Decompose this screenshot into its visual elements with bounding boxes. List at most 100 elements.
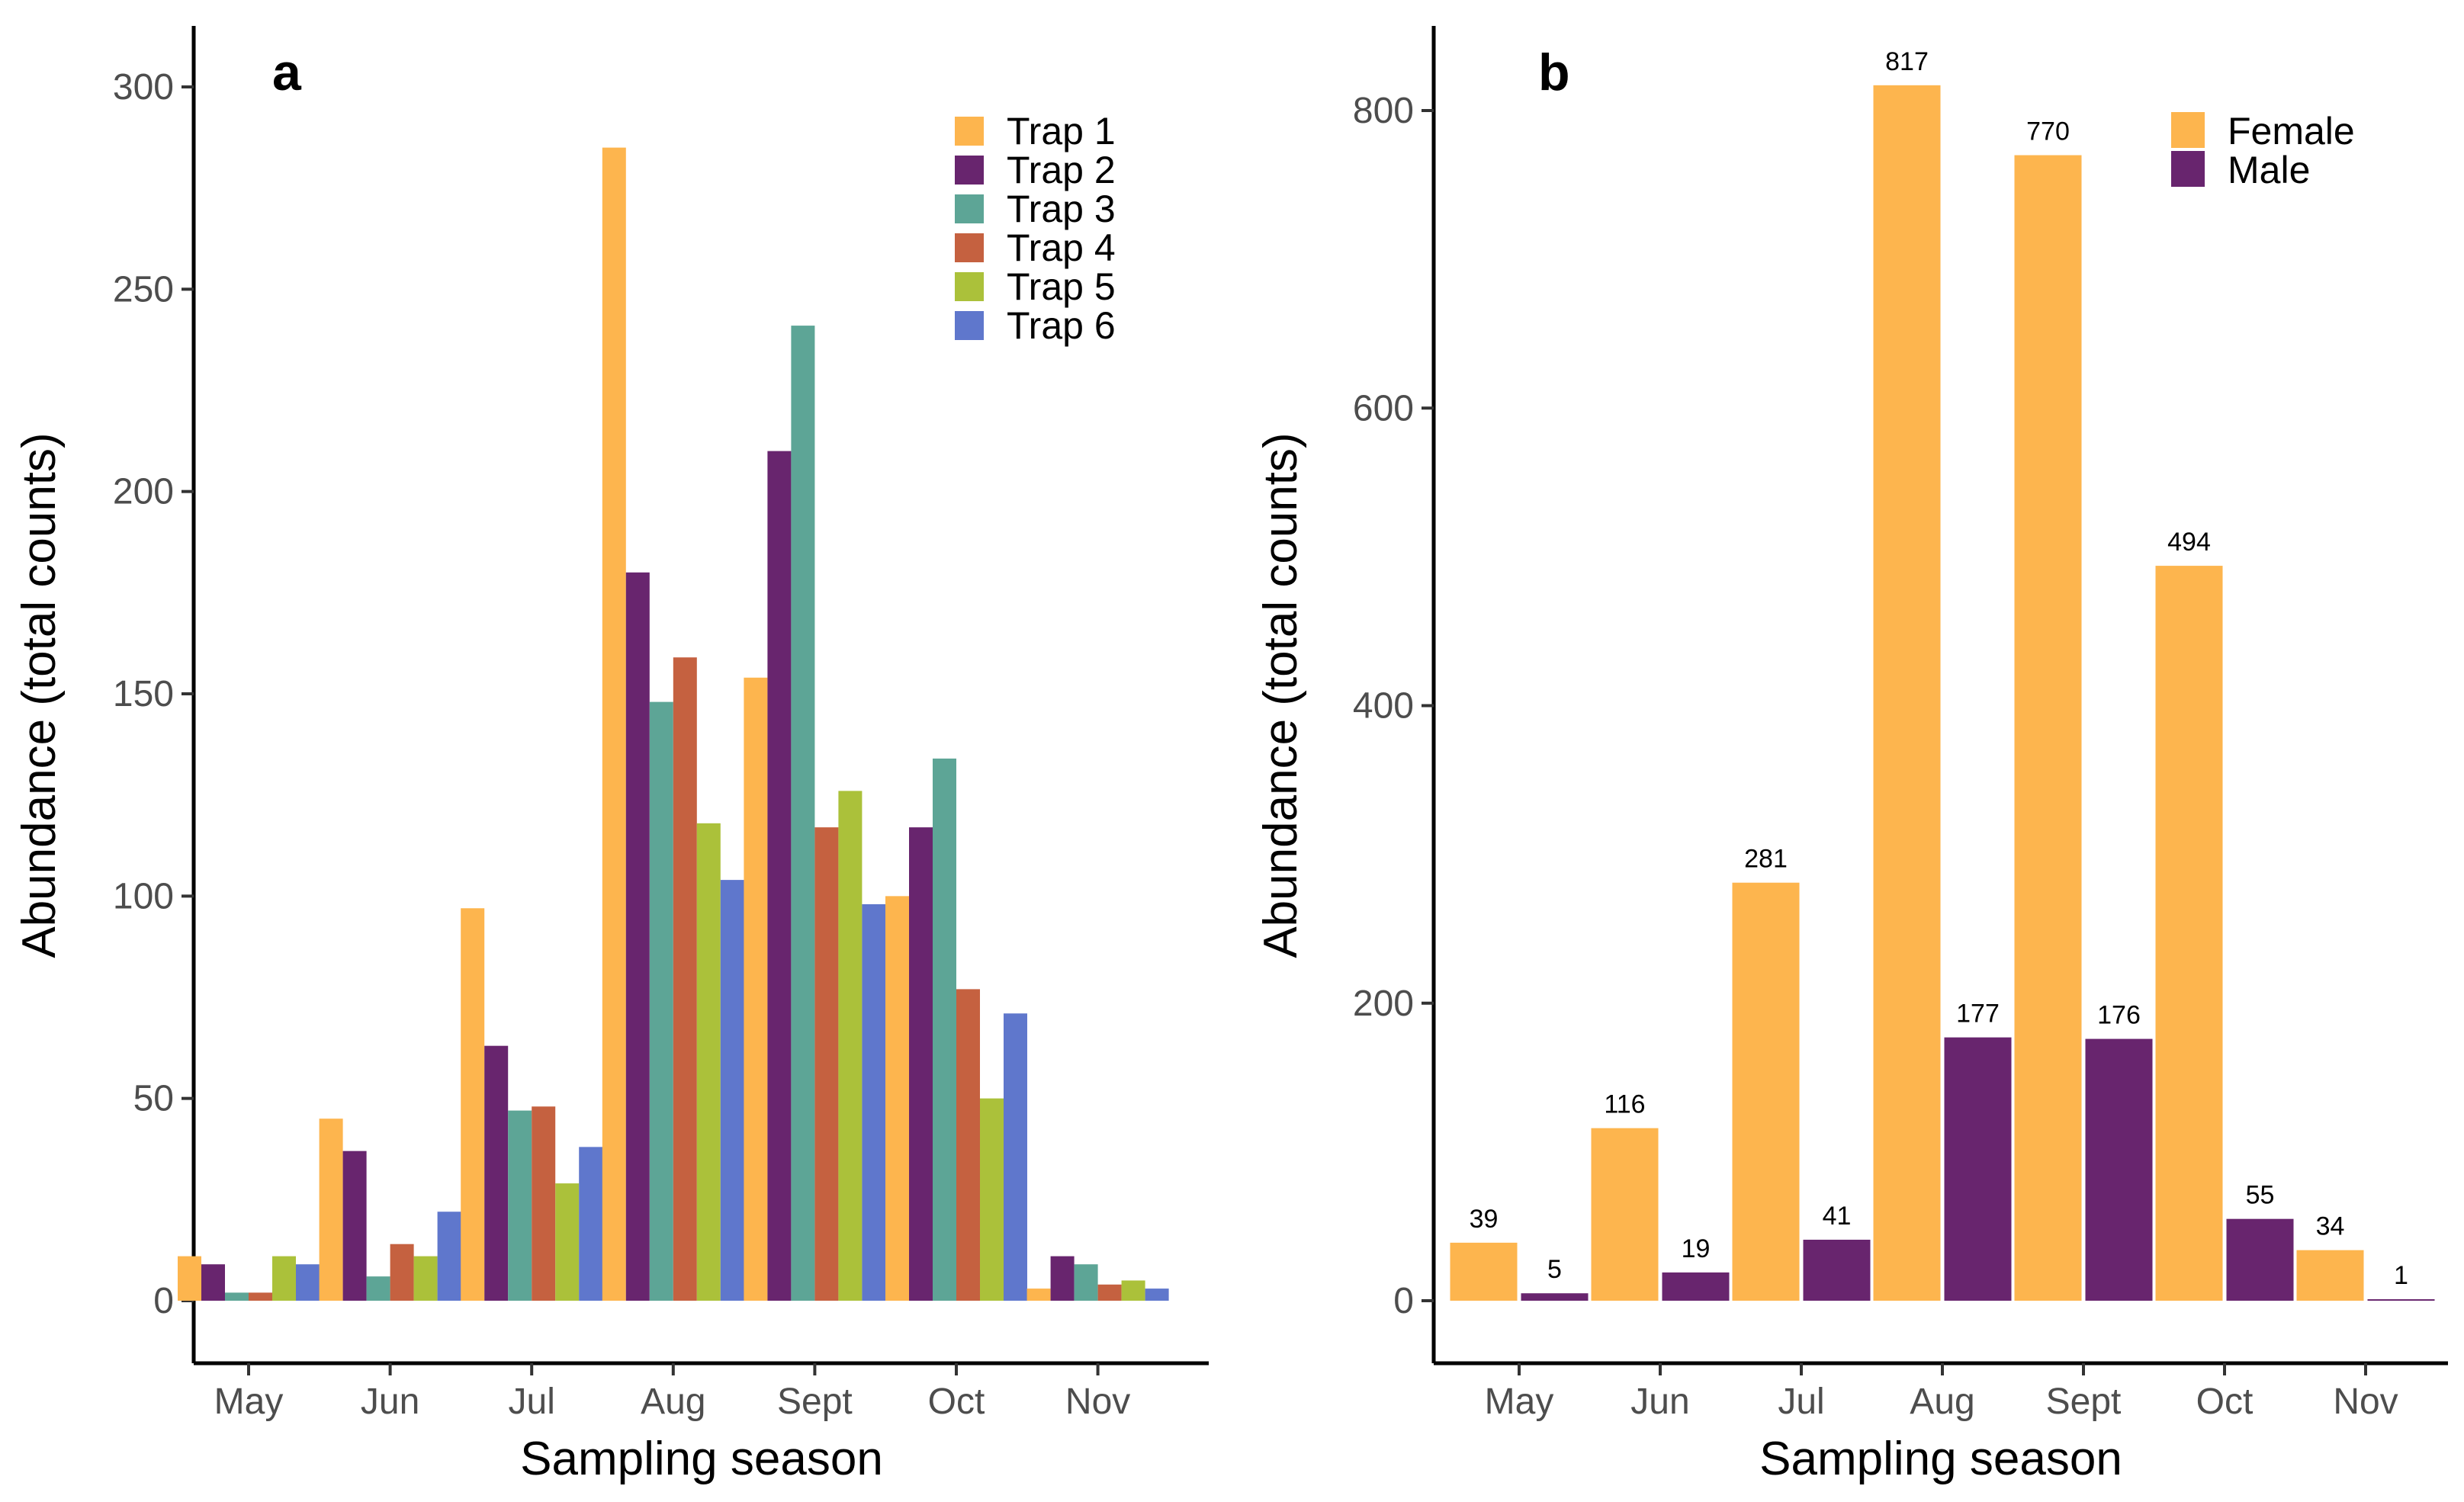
legend-swatch — [2171, 151, 2205, 187]
bar-trap-3-jul — [508, 1110, 532, 1301]
y-tick-label: 150 — [113, 674, 174, 714]
bar-trap-3-sept — [791, 326, 815, 1301]
legend-label: Trap 5 — [1007, 265, 1116, 308]
bar-trap-5-aug — [696, 823, 721, 1301]
panel-letter: a — [272, 43, 302, 101]
bar-female-oct — [2155, 566, 2223, 1301]
bar-trap-5-nov — [1121, 1280, 1145, 1301]
y-tick-label: 100 — [113, 876, 174, 916]
panel-a-chart: a 0 50 100 150 200 250 300 May Jun Jul Aug Sept Oct No… — [13, 26, 1209, 1485]
bar-female-jul — [1732, 882, 1800, 1301]
bar-trap-3-jun — [366, 1276, 390, 1301]
legend-swatch — [955, 272, 984, 301]
bar-trap-2-jun — [342, 1151, 367, 1301]
bar-trap-1-oct — [885, 896, 909, 1301]
bar-male-may — [1521, 1293, 1589, 1301]
bar-trap-2-aug — [625, 572, 650, 1301]
bar-trap-3-nov — [1074, 1264, 1098, 1301]
bar-value-label: 1 — [2394, 1261, 2408, 1290]
panel-b-chart: b 0 200 400 600 800 39 5 May 116 19 Jun 281 41 Jul 817 1… — [1254, 26, 2448, 1485]
bar-trap-2-may — [201, 1264, 225, 1301]
bar-female-nov — [2296, 1250, 2364, 1301]
legend-label: Trap 2 — [1007, 149, 1116, 191]
legend-swatch — [955, 156, 984, 185]
legend-label: Trap 6 — [1007, 304, 1116, 347]
x-tick-label: Sept — [2046, 1382, 2122, 1422]
bar-trap-6-jun — [437, 1212, 461, 1301]
bar-value-label: 5 — [1547, 1255, 1562, 1284]
legend-label: Trap 4 — [1007, 226, 1116, 269]
x-tick-label: Oct — [928, 1382, 985, 1422]
bar-male-oct — [2226, 1218, 2294, 1301]
bar-trap-1-may — [178, 1256, 201, 1301]
bar-trap-3-may — [225, 1292, 249, 1301]
bar-value-label: 34 — [2316, 1212, 2345, 1241]
x-tick-label: Oct — [2196, 1382, 2254, 1422]
bar-trap-6-oct — [1004, 1013, 1027, 1301]
bar-trap-2-nov — [1050, 1256, 1075, 1301]
bar-trap-1-jun — [319, 1118, 343, 1301]
x-tick-label: Jul — [509, 1382, 555, 1422]
bar-value-label: 55 — [2246, 1181, 2275, 1210]
x-tick-label: Aug — [1910, 1382, 1974, 1422]
bar-value-label: 176 — [2097, 1001, 2141, 1030]
bar-female-sept — [2014, 155, 2082, 1301]
x-tick-label: Jun — [1630, 1382, 1689, 1422]
bar-trap-4-may — [249, 1292, 272, 1301]
x-axis-title: Sampling season — [520, 1433, 883, 1485]
bar-value-label: 494 — [2167, 528, 2211, 557]
bar-trap-2-jul — [484, 1045, 509, 1301]
bar-trap-5-oct — [980, 1098, 1004, 1301]
bar-trap-4-sept — [814, 827, 839, 1301]
bar-trap-1-sept — [744, 677, 768, 1301]
bar-female-aug — [1873, 85, 1941, 1301]
bar-value-label: 770 — [2026, 117, 2070, 146]
x-tick-label: May — [1485, 1382, 1554, 1422]
bar-trap-6-nov — [1145, 1289, 1169, 1301]
y-tick-label: 800 — [1353, 91, 1414, 131]
bar-value-label: 817 — [1885, 47, 1929, 76]
bar-trap-5-may — [272, 1256, 296, 1301]
x-tick-label: Jun — [361, 1382, 419, 1422]
x-axis-title: Sampling season — [1759, 1433, 2122, 1485]
y-tick-label: 200 — [1353, 984, 1414, 1024]
x-tick-label: Aug — [641, 1382, 705, 1422]
bar-trap-2-oct — [909, 827, 933, 1301]
bar-value-label: 19 — [1682, 1234, 1711, 1263]
y-axis-title: Abundance (total counts) — [13, 432, 66, 958]
bar-male-aug — [1944, 1037, 2012, 1301]
legend-swatch — [955, 233, 984, 262]
y-axis-title: Abundance (total counts) — [1254, 432, 1307, 958]
bar-trap-4-jul — [532, 1106, 556, 1301]
y-tick-label: 200 — [113, 472, 174, 512]
x-tick-label: Sept — [777, 1382, 853, 1422]
bar-male-nov — [2367, 1299, 2435, 1301]
panel-letter: b — [1538, 43, 1570, 101]
bar-trap-6-may — [296, 1264, 320, 1301]
y-tick-label: 400 — [1353, 686, 1414, 727]
x-tick-label: Nov — [2333, 1382, 2398, 1422]
bar-trap-6-sept — [862, 903, 886, 1301]
legend-swatch — [955, 311, 984, 340]
legend-label: Male — [2228, 149, 2310, 191]
x-tick-label: Jul — [1778, 1382, 1824, 1422]
bar-trap-4-aug — [673, 657, 697, 1301]
bar-female-jun — [1591, 1128, 1659, 1301]
y-tick-label: 250 — [113, 269, 174, 310]
bar-male-jun — [1662, 1272, 1730, 1301]
bar-trap-5-jun — [413, 1256, 438, 1301]
y-tick-label: 0 — [1393, 1281, 1414, 1321]
bar-value-label: 41 — [1823, 1202, 1852, 1231]
bar-value-label: 177 — [1956, 1000, 2000, 1029]
bar-male-jul — [1803, 1239, 1871, 1301]
legend-swatch — [955, 117, 984, 146]
y-tick-label: 300 — [113, 67, 174, 108]
bar-female-may — [1450, 1242, 1518, 1301]
bar-trap-3-oct — [933, 758, 956, 1301]
bar-value-label: 116 — [1604, 1090, 1645, 1119]
bar-trap-1-jul — [461, 908, 485, 1301]
y-tick-label: 600 — [1353, 388, 1414, 428]
